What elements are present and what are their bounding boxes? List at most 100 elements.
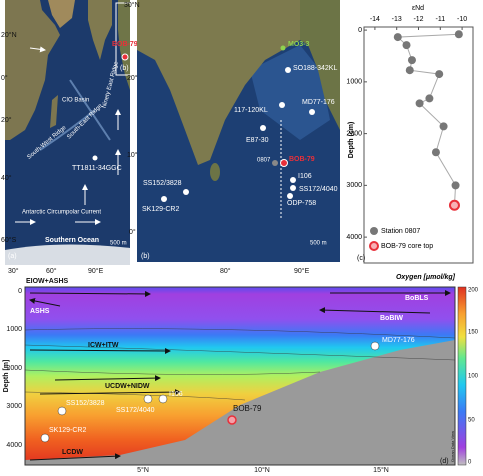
- station-marker: [161, 196, 167, 202]
- legend-label: BOB-79 core top: [381, 243, 433, 250]
- lat-tick: 10°: [127, 151, 138, 159]
- colorbar: [457, 286, 467, 466]
- antarctica: [5, 244, 130, 265]
- lat-tick: 20°N: [1, 31, 17, 39]
- y-tick-label: 2000: [6, 365, 22, 372]
- station-label: SS152/3828: [143, 180, 182, 187]
- credit: Ocean Data View: [450, 431, 455, 462]
- colorbar-label: 0: [468, 460, 472, 466]
- station-label: SS152/3828: [66, 400, 105, 407]
- station-label: E87-30: [246, 137, 269, 144]
- data-point: [415, 99, 424, 108]
- land: [88, 0, 112, 60]
- panel-label: (b): [141, 253, 150, 260]
- colorbar-label: 100: [468, 374, 479, 380]
- x-axis-title: εNd: [412, 5, 424, 12]
- arrow: [39, 389, 181, 396]
- section-title: Oxygen [μmol/kg]: [396, 274, 456, 281]
- colorbar-label: 150: [468, 330, 479, 336]
- water-mass: ASHS: [30, 308, 50, 315]
- scale-label: 500 m: [110, 241, 127, 247]
- lon-tick: 90°E: [294, 267, 310, 275]
- x-tick-label: 15°N: [373, 466, 389, 474]
- lat-tick: 20°: [127, 74, 138, 82]
- inset-label: (b): [120, 65, 129, 72]
- colorbar-label: 50: [468, 418, 475, 424]
- y-tick-label: 0: [18, 288, 22, 295]
- station-label: MO3-3: [288, 41, 310, 48]
- plot-frame: [363, 26, 474, 264]
- data-point: [407, 56, 416, 65]
- data-point: [448, 199, 460, 211]
- x-tick-label: 10°N: [254, 466, 270, 474]
- station-label: SK129-CR2: [142, 206, 179, 213]
- core-marker: [92, 155, 98, 161]
- station-marker: [280, 159, 288, 167]
- lon-tick: 80°: [220, 267, 231, 275]
- x-tick-label: -12: [413, 16, 423, 23]
- legend-label: Station 0807: [381, 228, 420, 235]
- station-marker: [40, 433, 50, 443]
- data-point: [439, 122, 448, 131]
- scale-label: 500 m: [310, 241, 327, 247]
- feature-label: Southern Ocean: [45, 237, 99, 244]
- x-tick-label: -13: [392, 16, 402, 23]
- data-point: [454, 30, 463, 39]
- core-label: TT1811-34GGC: [72, 165, 122, 172]
- arrow: [29, 298, 61, 307]
- station-label: MD77-176: [302, 99, 335, 106]
- colorbar-label: 200: [468, 288, 479, 294]
- land: [210, 163, 220, 181]
- data-point: [451, 181, 460, 190]
- station-marker: [309, 109, 315, 115]
- y-tick-label: 2000: [346, 130, 362, 137]
- data-point: [435, 70, 444, 79]
- arrow: [29, 347, 171, 354]
- station-marker: [290, 177, 296, 183]
- station-label: 117-120KL: [234, 107, 268, 114]
- x-tick-label: -11: [435, 16, 445, 23]
- y-tick-label: 3000: [6, 403, 22, 410]
- data-point: [425, 94, 434, 103]
- arrow: [29, 290, 151, 297]
- lat-tick: 30°N: [124, 1, 140, 9]
- station-marker: [287, 193, 293, 199]
- station-marker: [227, 415, 237, 425]
- lon-tick: 60°: [46, 267, 57, 275]
- land: [118, 0, 130, 90]
- station-marker: [290, 185, 296, 191]
- land: [137, 0, 300, 165]
- plot-frame: [24, 286, 456, 466]
- x-tick-label: -10: [457, 16, 467, 23]
- station-label: 0807: [257, 158, 271, 164]
- land: [48, 0, 75, 28]
- station-marker: [285, 67, 291, 73]
- ridge: [39, 79, 111, 151]
- water-mass: BoBLS: [405, 295, 429, 302]
- station-label: BOB-79: [233, 404, 262, 413]
- y-tick-label: 1000: [6, 326, 22, 333]
- lat-tick: 0°: [1, 74, 8, 82]
- station-label: SK129-CR2: [49, 427, 86, 434]
- y-tick-label: 1000: [346, 79, 362, 86]
- x-tick-label: -14: [370, 16, 380, 23]
- panel-c: εNd Depth (cm) (c) -14 -13 -12 -11 -10 0 1000 2…: [346, 5, 474, 264]
- station-label: ODP-758: [287, 200, 316, 207]
- panel-label: (a): [8, 253, 17, 260]
- water-mass: LCDW: [62, 449, 83, 456]
- data-point: [393, 33, 402, 42]
- station-label: SO188-342KL: [293, 65, 337, 72]
- site-label: BOB-79: [112, 41, 138, 48]
- land: [50, 95, 58, 128]
- station-marker: [370, 341, 380, 351]
- lat-tick: 0°: [129, 228, 136, 236]
- station-marker: [143, 394, 153, 404]
- station-label: I106: [298, 173, 312, 180]
- panel-label: (c): [357, 255, 365, 262]
- water-mass: EIOW+ASHS: [26, 278, 69, 285]
- water-mass: UCDW+NIDW: [105, 383, 150, 390]
- land: [300, 0, 340, 130]
- station-label: BOB-79: [289, 156, 315, 163]
- station-marker: [272, 160, 278, 166]
